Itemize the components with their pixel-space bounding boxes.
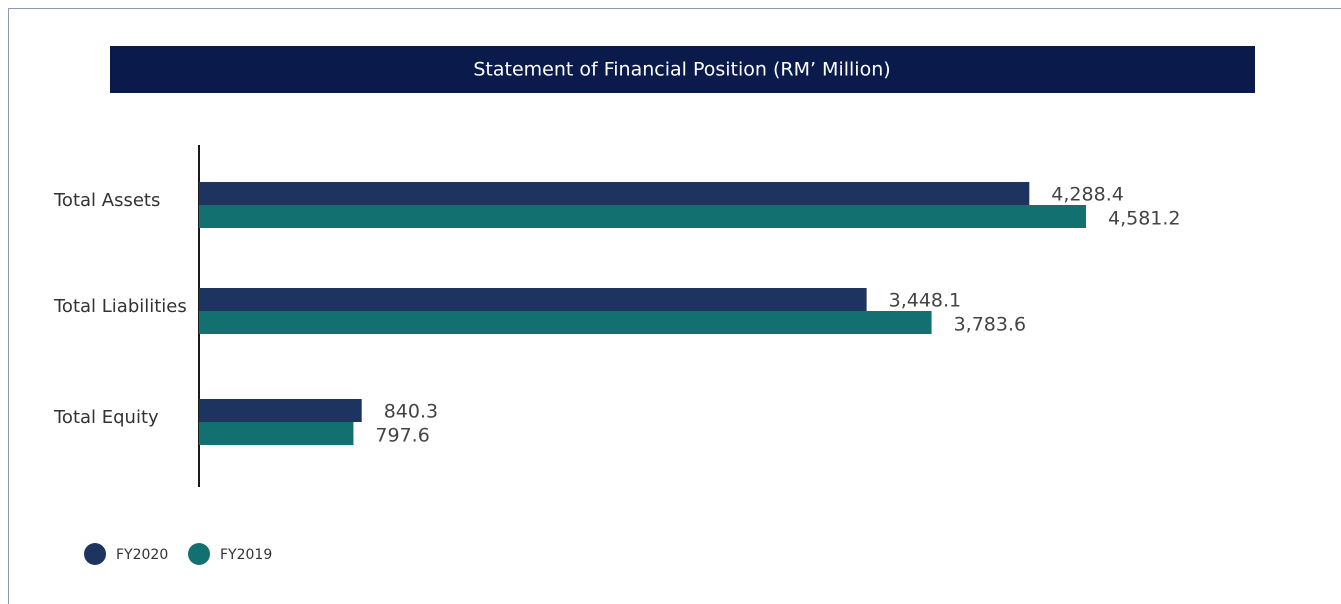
y-tick-label: Total Assets — [53, 190, 160, 211]
legend-swatch — [84, 543, 106, 565]
bar — [199, 182, 1030, 205]
data-label: 797.6 — [375, 425, 429, 447]
frame — [8, 8, 1341, 604]
data-label: 4,288.4 — [1051, 184, 1124, 206]
chart-title: Statement of Financial Position (RM’ Mil… — [473, 59, 890, 81]
data-label: 840.3 — [384, 401, 438, 423]
data-label: 4,581.2 — [1108, 208, 1181, 230]
legend-label: FY2020 — [116, 547, 168, 563]
bar — [199, 422, 354, 445]
bar — [199, 205, 1086, 228]
bar — [199, 399, 362, 422]
title-banner — [110, 46, 1255, 93]
bar — [199, 288, 867, 311]
y-tick-label: Total Equity — [53, 407, 159, 428]
y-tick-label: Total Liabilities — [53, 296, 187, 317]
data-label: 3,783.6 — [954, 314, 1027, 336]
bar — [199, 311, 932, 334]
legend-label: FY2019 — [220, 547, 272, 563]
data-label: 3,448.1 — [889, 290, 962, 312]
legend-swatch — [188, 543, 210, 565]
